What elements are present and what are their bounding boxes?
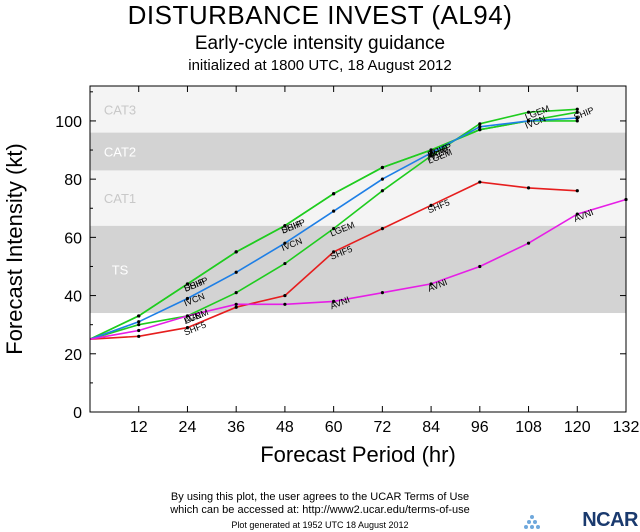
point-avni <box>185 314 190 318</box>
point-shf5 <box>478 180 482 184</box>
point-lgem <box>380 189 384 193</box>
point-dshp <box>137 314 141 318</box>
initialized-time: initialized at 1800 UTC, 18 August 2012 <box>188 57 452 74</box>
point-avni <box>234 302 238 306</box>
x-tick-label: 12 <box>130 419 148 436</box>
point-lgem <box>478 122 482 126</box>
point-ivcn <box>380 177 384 181</box>
x-tick-label: 48 <box>276 419 294 436</box>
point-ivcn <box>478 125 482 129</box>
point-dshp <box>478 128 482 132</box>
point-ivcn <box>137 320 141 324</box>
band-label-cat3: CAT3 <box>104 102 136 117</box>
terms-line-2: which can be accessed at: http://www2.uc… <box>170 504 470 516</box>
terms-line-1: By using this plot, the user agrees to t… <box>170 491 470 503</box>
x-tick-label: 132 <box>613 419 640 436</box>
point-avni <box>137 328 141 333</box>
point-avni <box>526 241 531 245</box>
point-ivcn <box>332 209 336 213</box>
point-shf5 <box>283 293 287 298</box>
y-tick-label: 40 <box>64 289 82 306</box>
point-avni <box>575 212 579 216</box>
point-shf5 <box>185 325 190 330</box>
point-dshp <box>234 250 238 254</box>
point-lgem <box>332 227 336 231</box>
point-lgem <box>526 110 531 114</box>
band-cat3 <box>90 86 626 133</box>
point-ivcn <box>575 116 579 120</box>
point-shf5 <box>575 189 579 193</box>
point-avni <box>429 282 433 286</box>
point-dshp <box>429 148 433 152</box>
point-avni <box>332 299 336 303</box>
y-tick-label: 0 <box>73 405 82 422</box>
point-lgem <box>234 291 238 295</box>
x-axis-label: Forecast Period (hr) <box>260 442 456 467</box>
point-avni <box>478 264 482 269</box>
band-label-ts: TS <box>112 262 129 277</box>
x-tick-label: 36 <box>227 419 245 436</box>
band-label-cat2: CAT2 <box>104 144 136 159</box>
point-shf5 <box>429 203 433 207</box>
point-shf5 <box>380 227 384 231</box>
point-avni <box>283 302 287 306</box>
x-tick-label: 84 <box>422 419 440 436</box>
point-shf5 <box>234 305 238 309</box>
point-lgem <box>429 154 433 158</box>
point-dshp <box>332 192 336 196</box>
y-axis-label: Forecast Intensity (kt) <box>2 143 27 355</box>
point-shf5 <box>526 186 531 190</box>
band-label-cat1: CAT1 <box>104 191 136 206</box>
x-tick-label: 60 <box>325 419 343 436</box>
point-lgem <box>283 261 287 266</box>
point-ivcn <box>526 119 531 123</box>
point-lgem <box>575 107 579 111</box>
band-cat2 <box>90 132 626 171</box>
y-tick-label: 80 <box>64 172 82 189</box>
point-shf5 <box>332 250 336 254</box>
band-cat1 <box>90 170 626 226</box>
ncar-logo-icon <box>524 515 540 529</box>
point-avni <box>380 291 384 295</box>
intensity-chart: TSCAT1CAT2CAT3SHIPSHIPSHIPSHIPDSHPDSHPDS… <box>2 85 640 467</box>
point-lgem <box>137 323 141 327</box>
point-ivcn <box>283 241 287 245</box>
point-dshp <box>283 224 287 228</box>
x-tick-label: 120 <box>564 419 591 436</box>
point-ivcn <box>429 151 433 155</box>
band-ts <box>90 225 626 314</box>
point-ship <box>575 110 579 114</box>
y-tick-label: 20 <box>64 347 82 364</box>
chart-subtitle: Early-cycle intensity guidance <box>194 33 446 54</box>
chart-title: DISTURBANCE INVEST (AL94) <box>127 0 513 30</box>
x-tick-label: 96 <box>471 419 489 436</box>
point-ivcn <box>185 296 190 301</box>
y-tick-label: 60 <box>64 230 82 247</box>
x-tick-label: 108 <box>515 419 542 436</box>
generated-time: Plot generated at 1952 UTC 18 August 201… <box>231 520 409 530</box>
point-dshp <box>575 119 579 123</box>
x-tick-label: 72 <box>373 419 391 436</box>
point-shf5 <box>137 334 141 338</box>
plot-frame <box>89 85 627 413</box>
point-dshp <box>380 165 384 170</box>
y-tick-label: 100 <box>55 114 82 131</box>
ncar-logo-text: NCAR <box>582 509 638 531</box>
point-dshp <box>185 282 190 286</box>
x-tick-label: 24 <box>179 419 197 436</box>
series-line-avni <box>89 198 627 340</box>
point-ivcn <box>234 270 238 274</box>
